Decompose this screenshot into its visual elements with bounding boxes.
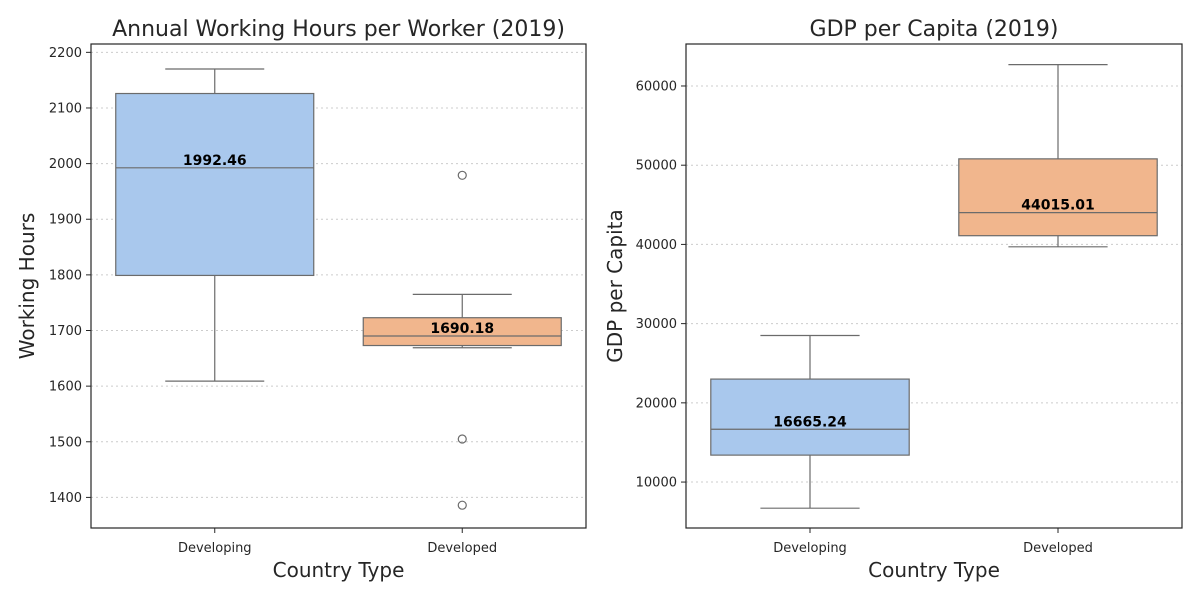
x-tick-label: Developing — [773, 541, 847, 556]
box-developing: 16665.24 — [710, 334, 910, 509]
y-axis-label: GDP per Capita — [603, 209, 627, 362]
median-label: 1992.46 — [183, 153, 247, 169]
y-tick-label: 2000 — [49, 157, 82, 172]
x-tick-label: Developed — [1023, 541, 1093, 556]
box-developed: 44015.01 — [958, 63, 1158, 248]
axes-frame — [685, 43, 1183, 529]
median-label: 44015.01 — [1021, 198, 1095, 214]
y-tick-label: 60000 — [636, 79, 677, 94]
y-tick-label: 1700 — [49, 324, 82, 339]
y-tick-label: 20000 — [636, 396, 677, 411]
box-iqr — [710, 378, 910, 456]
y-axis-label: Working Hours — [15, 213, 39, 360]
chart-panel-1: 1400 1500 1600 1700 1800 1900 2000 2100 2200 1992… — [15, 17, 587, 582]
y-tick-label: 1400 — [49, 491, 82, 506]
y-tick-label: 10000 — [636, 476, 677, 491]
outlier-point — [457, 434, 467, 444]
x-axis-label: Country Type — [868, 558, 1000, 582]
x-tick-label: Developing — [178, 541, 252, 556]
box-developing: 1992.46 — [115, 68, 315, 382]
y-tick-label: 2100 — [49, 101, 82, 116]
y-tick-label: 1900 — [49, 213, 82, 228]
y-tick-label: 1500 — [49, 435, 82, 450]
box-iqr — [958, 158, 1158, 237]
y-tick-label: 40000 — [636, 238, 677, 253]
chart-title: GDP per Capita (2019) — [810, 17, 1059, 42]
chart-title: Annual Working Hours per Worker (2019) — [112, 17, 565, 42]
median-label: 1690.18 — [430, 321, 494, 337]
x-axis-label: Country Type — [273, 558, 405, 582]
y-tick-label: 2200 — [49, 46, 82, 61]
y-tick-label: 1800 — [49, 268, 82, 283]
box-iqr — [115, 92, 315, 277]
box-iqr — [362, 317, 562, 347]
outlier-point — [457, 170, 467, 180]
outlier-point — [457, 500, 467, 510]
box-developed: 1690.18 — [362, 170, 562, 510]
x-tick-label: Developed — [427, 541, 497, 556]
axes-frame — [90, 43, 587, 529]
y-tick-label: 50000 — [636, 159, 677, 174]
y-tick-label: 1600 — [49, 380, 82, 395]
median-label: 16665.24 — [773, 414, 847, 430]
chart-panel-2: 10000 20000 30000 40000 50000 60000 16665.24 De… — [603, 17, 1183, 582]
y-tick-label: 30000 — [636, 317, 677, 332]
